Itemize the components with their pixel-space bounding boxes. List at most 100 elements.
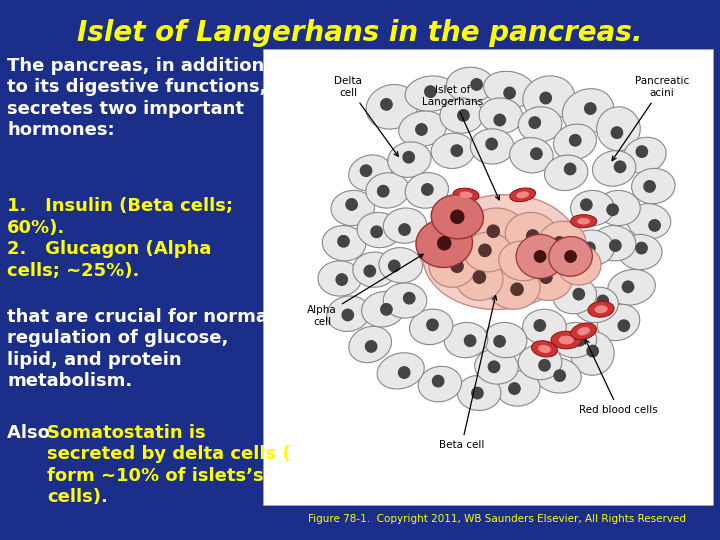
Circle shape (554, 237, 565, 249)
Ellipse shape (597, 191, 640, 226)
Text: Somatostatin is
secreted by delta cells (
form ~10% of islets’s
cells).: Somatostatin is secreted by delta cells … (47, 424, 290, 507)
Ellipse shape (559, 336, 574, 345)
Text: Pancreatic
acini: Pancreatic acini (612, 77, 689, 160)
Ellipse shape (553, 278, 597, 314)
Ellipse shape (399, 111, 446, 147)
Circle shape (504, 87, 516, 99)
Circle shape (572, 258, 585, 271)
Ellipse shape (593, 151, 636, 186)
Circle shape (425, 86, 436, 97)
Circle shape (494, 114, 505, 126)
Ellipse shape (383, 283, 427, 318)
Ellipse shape (575, 287, 618, 322)
Ellipse shape (518, 107, 562, 142)
Ellipse shape (627, 204, 671, 239)
Ellipse shape (416, 219, 472, 267)
Text: Figure 78-1.  Copyright 2011, WB Saunders Elsevier, All Rights Reserved: Figure 78-1. Copyright 2011, WB Saunders… (307, 515, 685, 524)
Text: that are crucial for normal
regulation of glucose,
lipid, and protein
metabolism: that are crucial for normal regulation o… (7, 308, 274, 390)
Circle shape (597, 295, 608, 307)
Circle shape (610, 240, 621, 251)
Ellipse shape (423, 194, 579, 309)
Circle shape (574, 335, 585, 346)
Ellipse shape (377, 353, 424, 389)
Circle shape (534, 320, 546, 331)
Ellipse shape (483, 322, 527, 357)
Circle shape (494, 335, 505, 347)
Ellipse shape (523, 309, 566, 345)
Ellipse shape (348, 155, 392, 191)
Circle shape (438, 237, 451, 250)
Text: Islet of
Langerhans: Islet of Langerhans (423, 85, 500, 200)
Ellipse shape (418, 366, 462, 402)
Circle shape (636, 146, 647, 157)
Ellipse shape (577, 218, 590, 225)
Ellipse shape (595, 305, 608, 313)
Text: The pancreas, in addition
to its digestive functions,
secretes two important
hor: The pancreas, in addition to its digesti… (7, 57, 266, 139)
Text: Also: Also (7, 424, 56, 442)
Circle shape (360, 165, 372, 177)
Ellipse shape (570, 230, 614, 265)
Ellipse shape (484, 71, 536, 107)
Ellipse shape (570, 331, 614, 375)
Circle shape (433, 375, 444, 387)
Ellipse shape (479, 98, 523, 133)
Circle shape (644, 181, 655, 192)
Circle shape (479, 244, 491, 256)
Ellipse shape (455, 256, 503, 300)
Ellipse shape (631, 168, 675, 204)
Circle shape (649, 220, 660, 231)
Ellipse shape (597, 107, 640, 151)
Circle shape (534, 251, 546, 262)
Circle shape (399, 367, 410, 378)
Circle shape (366, 341, 377, 352)
Ellipse shape (510, 138, 553, 173)
Ellipse shape (431, 195, 483, 239)
Ellipse shape (499, 241, 546, 281)
Ellipse shape (379, 248, 423, 283)
Ellipse shape (518, 345, 562, 380)
Ellipse shape (357, 212, 400, 248)
Ellipse shape (464, 232, 512, 272)
Ellipse shape (361, 292, 405, 327)
Ellipse shape (349, 326, 392, 363)
Circle shape (486, 138, 498, 150)
Circle shape (427, 319, 438, 330)
Ellipse shape (410, 309, 453, 345)
Circle shape (399, 224, 410, 235)
Circle shape (459, 231, 471, 243)
Ellipse shape (551, 331, 582, 349)
Ellipse shape (331, 191, 374, 226)
Circle shape (614, 161, 626, 173)
Ellipse shape (534, 357, 581, 393)
Text: Islet of Langerhans in the pancreas.: Islet of Langerhans in the pancreas. (77, 19, 643, 47)
Ellipse shape (525, 256, 572, 300)
Ellipse shape (608, 269, 655, 305)
Circle shape (573, 288, 585, 300)
Circle shape (509, 383, 520, 394)
Ellipse shape (457, 375, 501, 410)
Ellipse shape (516, 234, 564, 279)
Circle shape (611, 127, 623, 138)
Circle shape (451, 260, 463, 272)
Text: Red blood cells: Red blood cells (579, 340, 658, 415)
Text: Alpha
cell: Alpha cell (307, 254, 423, 327)
Circle shape (520, 256, 532, 268)
Ellipse shape (453, 188, 479, 201)
Ellipse shape (505, 212, 557, 256)
Circle shape (451, 145, 462, 157)
Text: Delta
cell: Delta cell (335, 77, 398, 156)
Circle shape (587, 346, 598, 357)
Circle shape (607, 204, 618, 215)
Circle shape (381, 99, 392, 110)
Circle shape (415, 124, 427, 135)
Ellipse shape (597, 304, 640, 341)
Ellipse shape (593, 226, 636, 261)
Text: Beta cell: Beta cell (439, 296, 497, 450)
Circle shape (471, 79, 482, 90)
Circle shape (585, 103, 596, 114)
Ellipse shape (553, 322, 597, 357)
Bar (263, 49, 713, 505)
Circle shape (565, 251, 576, 262)
Circle shape (511, 283, 523, 295)
Ellipse shape (327, 296, 370, 332)
